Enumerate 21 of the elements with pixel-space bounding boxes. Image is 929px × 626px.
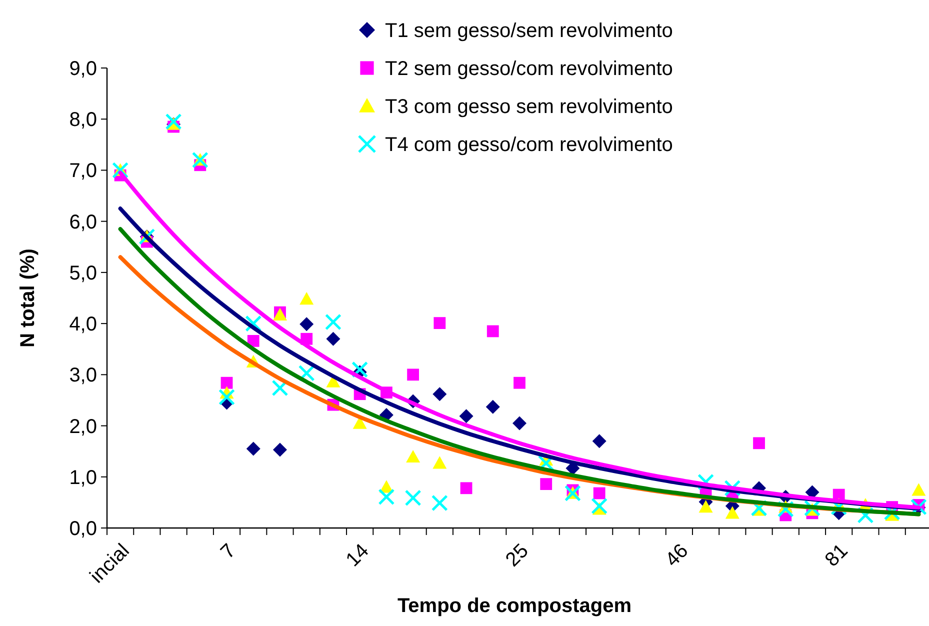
x-tick-label: 81 [821, 540, 852, 572]
y-tick-label: 7,0 [69, 160, 97, 182]
y-tick-label: 5,0 [69, 262, 97, 284]
x-tick-label: 46 [661, 540, 693, 572]
y-tick-label: 2,0 [69, 416, 97, 438]
x-tick-label: 14 [342, 540, 374, 572]
y-axis-title: N total (%) [17, 248, 39, 348]
y-tick-label: 1,0 [69, 466, 97, 489]
y-tick-label: 9,0 [69, 58, 97, 80]
y-tick-label: 0,0 [69, 518, 97, 540]
legend-label: T4 com gesso/com revolvimento [385, 134, 673, 156]
y-tick-label: 3,0 [69, 364, 97, 387]
x-tick-label: 7 [216, 540, 240, 564]
y-tick-label: 6,0 [69, 211, 97, 234]
legend-label: T2 sem gesso/com revolvimento [385, 58, 673, 80]
legend-label: T3 com gesso sem revolvimento [385, 96, 673, 118]
y-tick-label: 8,0 [69, 109, 97, 132]
legend-label: T1 sem gesso/sem revolvimento [385, 20, 673, 42]
y-tick-label: 4,0 [69, 314, 97, 336]
x-axis-title: Tempo de compostagem [397, 595, 632, 617]
x-tick-label: 25 [502, 540, 533, 572]
